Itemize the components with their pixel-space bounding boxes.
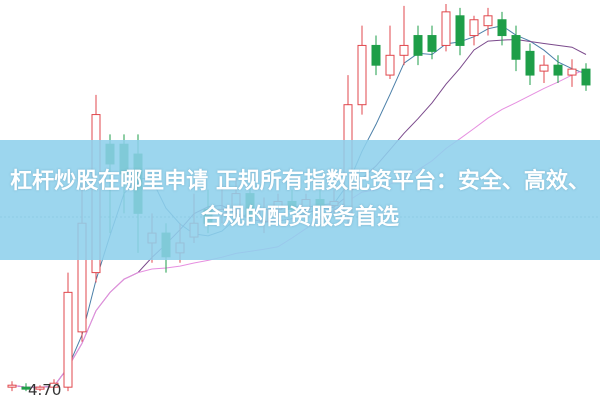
low-price-label: 4.70 [28, 381, 62, 399]
candle [469, 15, 479, 46]
headline-title: 杠杆炒股在哪里申请 正规所有指数配资平台：安全、高效、合规的配资服务首选 [10, 169, 590, 230]
candle-body [413, 35, 423, 56]
candle-body [385, 54, 395, 76]
candle [63, 272, 73, 392]
candle [525, 43, 535, 85]
candle-body [497, 19, 507, 37]
candle [413, 25, 423, 66]
candle-body [553, 64, 563, 76]
candle [427, 25, 437, 60]
candle [357, 25, 367, 115]
candle [497, 11, 507, 46]
candle [581, 63, 591, 91]
candle [21, 383, 31, 392]
candle-body [469, 19, 479, 37]
candle-body [63, 291, 73, 388]
candle [49, 379, 59, 392]
candle-body [399, 44, 409, 56]
candle [539, 55, 549, 83]
candle-body [567, 68, 577, 76]
candle-body [525, 50, 535, 76]
candle [385, 25, 395, 80]
candle-body [483, 15, 493, 27]
candle [35, 385, 45, 392]
candle-body [427, 35, 437, 52]
candle-body [49, 382, 59, 388]
candle [511, 25, 521, 72]
candle [553, 55, 563, 83]
candle-body [511, 35, 521, 60]
candle [399, 5, 409, 66]
candle-body [357, 44, 367, 106]
candle-body [539, 64, 549, 72]
headline-banner: 杠杆炒股在哪里申请 正规所有指数配资平台：安全、高效、合规的配资服务首选 [0, 140, 600, 260]
candle [567, 59, 577, 87]
candle [455, 7, 465, 56]
candle-body [35, 386, 45, 390]
candle [7, 381, 17, 392]
candle-body [371, 44, 381, 66]
candle [441, 3, 451, 52]
candle-body [455, 15, 465, 46]
candle-body [441, 11, 451, 46]
candle-body [581, 68, 591, 86]
candle [483, 7, 493, 36]
candle [371, 35, 381, 76]
candle-body [21, 386, 31, 390]
candle-body [7, 384, 17, 388]
